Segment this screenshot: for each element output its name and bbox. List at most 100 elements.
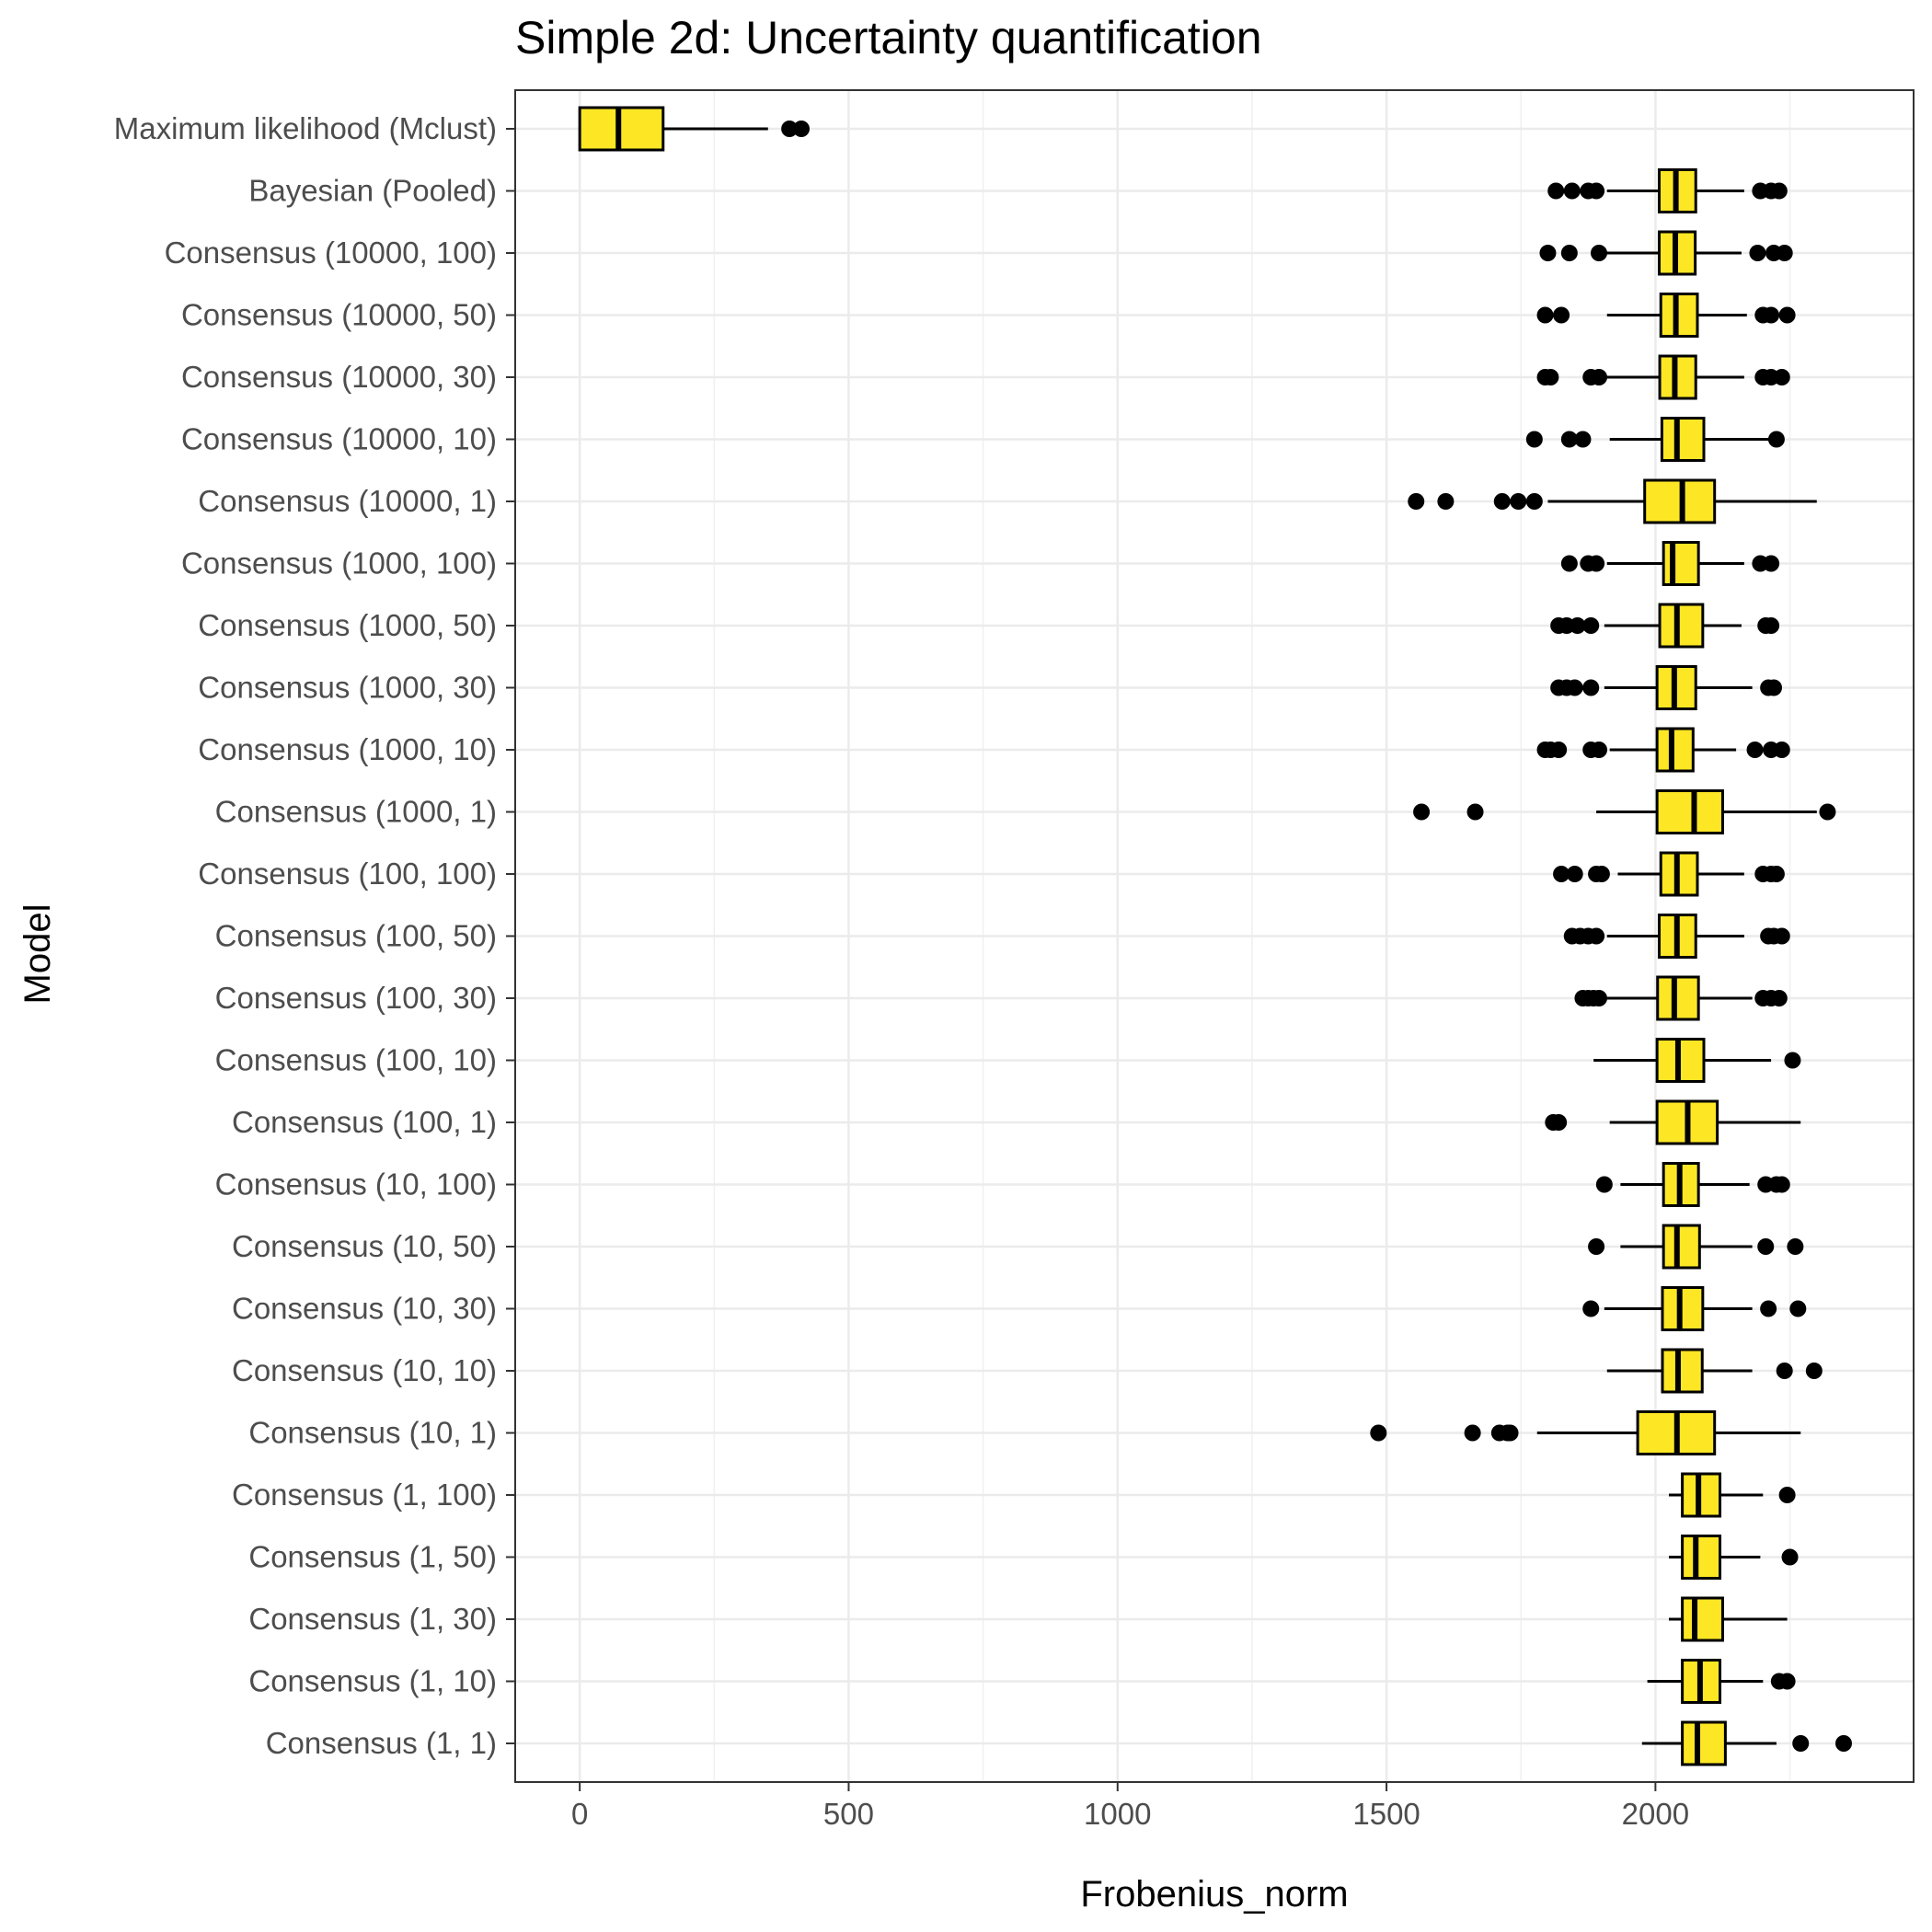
y-tick-label: Maximum likelihood (Mclust) [114,111,497,145]
y-tick-label: Consensus (10000, 1) [198,484,497,518]
outlier-point [1805,1363,1823,1379]
outlier-point [1770,182,1788,200]
outlier-point [1773,742,1790,758]
box [1681,1596,1724,1642]
outlier-point [1773,1176,1790,1193]
outlier-point [1760,1300,1777,1317]
y-tick-label: Consensus (100, 1) [232,1105,497,1139]
x-tick-label: 1500 [1352,1797,1420,1831]
outlier-point [1784,1052,1801,1069]
outlier-point [1591,369,1607,385]
box [1662,541,1700,586]
box [1661,1348,1704,1394]
outlier-point [1789,1300,1807,1317]
outlier-point [1770,990,1788,1006]
outlier-point [1582,679,1600,696]
box [1658,603,1705,649]
box [1659,293,1699,338]
y-tick-label: Consensus (10000, 100) [165,236,497,270]
outlier-point [1525,493,1543,510]
outlier-point [1593,866,1610,882]
y-tick-label: Consensus (10000, 50) [181,298,497,332]
outlier-point [1566,866,1583,882]
y-tick-label: Consensus (10, 30) [232,1292,497,1326]
y-tick-label: Consensus (1000, 1) [215,795,497,829]
outlier-point [793,121,811,137]
y-tick-label: Consensus (10, 50) [232,1229,497,1263]
y-tick-label: Consensus (100, 50) [215,919,497,953]
x-axis-title: Frobenius_norm [1080,1874,1348,1915]
y-tick-label: Consensus (1000, 30) [198,671,497,705]
outlier-point [1773,369,1790,385]
outlier-point [1547,182,1565,200]
chart-title: Simple 2d: Uncertainty quantification [515,12,1262,63]
outlier-point [1746,742,1764,758]
y-tick-label: Bayesian (Pooled) [248,174,497,208]
y-tick-label: Consensus (1, 1) [266,1726,497,1760]
outlier-point [1539,245,1557,261]
y-tick-label: Consensus (10, 100) [215,1167,497,1202]
outlier-point [1763,555,1780,572]
outlier-point [1778,1673,1796,1690]
y-tick-label: Consensus (10000, 30) [181,360,497,394]
box [1661,1286,1705,1331]
outlier-point [1773,927,1790,945]
box [1658,354,1697,400]
outlier-point [781,121,799,137]
y-tick-label: Consensus (1, 30) [248,1602,497,1636]
outlier-point [1757,1238,1775,1255]
outlier-point [1510,493,1527,510]
outlier-point [1588,1238,1605,1255]
box [1656,975,1700,1021]
y-tick-label: Consensus (10, 1) [248,1416,497,1450]
y-tick-label: Consensus (10, 10) [232,1353,497,1387]
outlier-point [1582,1300,1600,1317]
outlier-point [1560,555,1578,572]
outlier-point [1437,493,1455,510]
outlier-point [1560,431,1578,448]
outlier-point [1787,1238,1804,1255]
y-tick-label: Consensus (100, 30) [215,981,497,1015]
outlier-point [1553,306,1570,324]
outlier-point [1550,1114,1568,1131]
y-tick-label: Consensus (1000, 100) [181,546,497,581]
outlier-point [1591,245,1607,261]
outlier-point [1582,617,1600,634]
box [1681,1720,1727,1766]
outlier-point [1776,245,1793,261]
box [1655,789,1724,834]
y-tick-label: Consensus (1, 10) [248,1664,497,1698]
outlier-point [1792,1735,1810,1752]
outlier-point [1781,1548,1799,1566]
box [578,106,665,152]
outlier-point [1763,306,1780,324]
y-tick-label: Consensus (1, 50) [248,1540,497,1574]
y-tick-label: Consensus (10000, 10) [181,422,497,456]
outlier-point [1819,803,1836,821]
outlier-point [1767,431,1785,448]
outlier-point [1763,617,1780,634]
outlier-point [1778,306,1796,324]
outlier-point [1542,369,1559,385]
outlier-point [1776,1363,1793,1379]
outlier-point [1553,866,1570,882]
outlier-point [1778,1487,1796,1503]
outlier-point [1501,1424,1519,1442]
outlier-point [1563,182,1581,200]
outlier-point [1749,245,1766,261]
outlier-point [1591,742,1607,758]
y-axis: Maximum likelihood (Mclust) Bayesian (Poo… [114,111,515,1760]
outlier-point [1767,866,1785,882]
outlier-point [1536,306,1554,324]
x-tick-label: 0 [571,1797,588,1831]
outlier-point [1569,617,1586,634]
outlier-point [1550,742,1568,758]
x-tick-label: 2000 [1622,1797,1689,1831]
outlier-point [1566,679,1583,696]
outlier-point [1765,679,1782,696]
box [1681,1535,1722,1580]
y-tick-label: Consensus (1000, 10) [198,732,497,766]
y-tick-label: Consensus (100, 100) [198,857,497,891]
